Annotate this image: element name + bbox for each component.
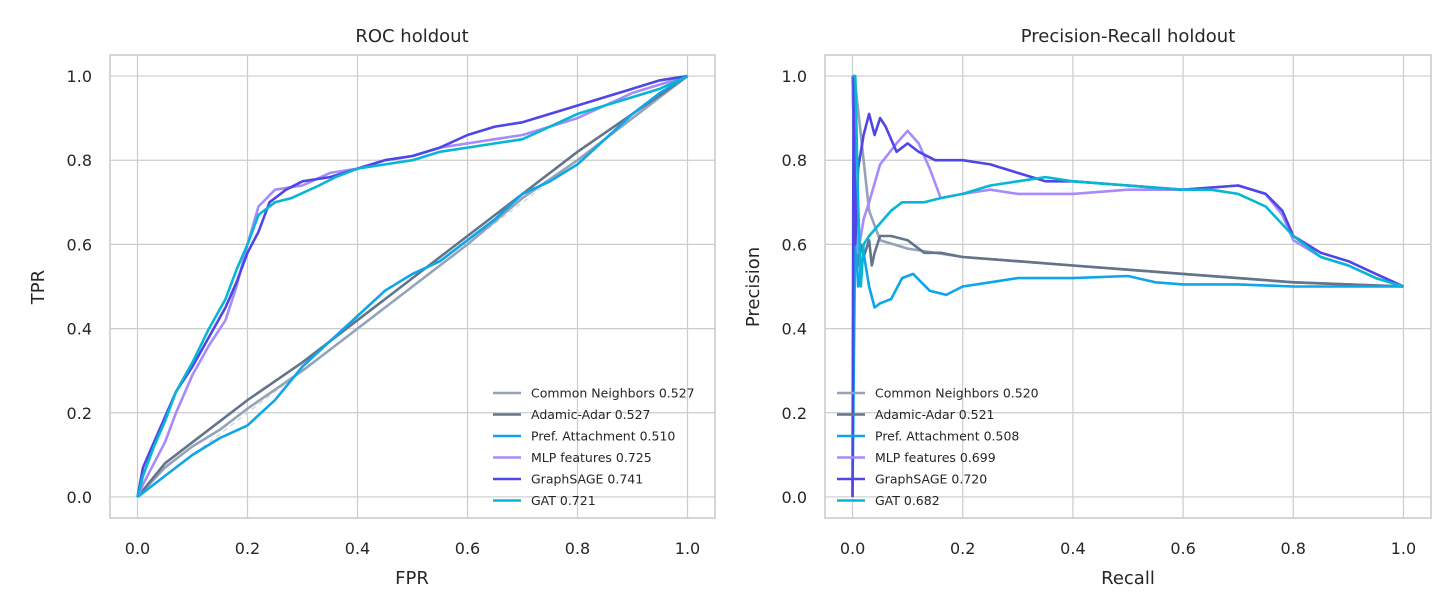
roc-legend: Common Neighbors 0.527 Adamic-Adar 0.527 P… <box>493 386 695 508</box>
roc-series-line-3 <box>136 74 688 498</box>
pr-legend-label-2: Pref. Attachment 0.508 <box>875 429 1019 444</box>
pr-legend: Common Neighbors 0.520 Adamic-Adar 0.521 P… <box>837 386 1039 508</box>
roc-chart-panel: 0.0 0.2 0.4 0.6 0.8 1.0 0.0 0.2 0.4 0.6 0.8 1.0 RO… <box>28 26 716 589</box>
roc-legend-label-3: MLP features 0.725 <box>531 450 652 465</box>
roc-x-tick-label: 1.0 <box>675 539 700 558</box>
roc-y-tick-label: 0.6 <box>67 235 92 254</box>
pr-y-tick-label: 0.6 <box>782 235 807 254</box>
roc-legend-label-2: Pref. Attachment 0.510 <box>531 429 675 444</box>
roc-series-line-1 <box>136 74 689 498</box>
roc-x-tick-label: 0.8 <box>565 539 590 558</box>
pr-y-tick-label: 1.0 <box>782 67 807 86</box>
pr-series-line-5 <box>852 74 1404 288</box>
roc-x-tick-label: 0.6 <box>455 539 480 558</box>
pr-series-line-2 <box>851 222 1404 498</box>
pr-x-tick-label: 1.0 <box>1391 539 1416 558</box>
roc-x-axis-label: FPR <box>395 568 429 589</box>
roc-y-tick-label: 0.4 <box>67 320 92 339</box>
pr-legend-label-3: MLP features 0.699 <box>875 450 996 465</box>
roc-y-tick-label: 0.2 <box>67 404 92 423</box>
pr-y-tick-labels: 0.0 0.2 0.4 0.6 0.8 1.0 <box>782 67 807 507</box>
roc-series-line-2 <box>136 74 689 499</box>
pr-y-tick-label: 0.2 <box>782 404 807 423</box>
roc-x-tick-label: 0.4 <box>345 539 370 558</box>
pr-legend-label-0: Common Neighbors 0.520 <box>875 386 1039 401</box>
pr-x-tick-label: 0.4 <box>1060 539 1085 558</box>
roc-legend-label-0: Common Neighbors 0.527 <box>531 386 695 401</box>
roc-y-axis-label: TPR <box>28 270 49 305</box>
pr-x-tick-labels: 0.0 0.2 0.4 0.6 0.8 1.0 <box>840 539 1416 558</box>
roc-x-tick-label: 0.0 <box>125 539 150 558</box>
roc-y-tick-label: 1.0 <box>67 67 92 86</box>
pr-x-tick-label: 0.2 <box>950 539 975 558</box>
pr-plot-area <box>824 54 1432 519</box>
pr-y-tick-label: 0.0 <box>782 488 807 507</box>
roc-series-line-0 <box>136 74 689 498</box>
pr-legend-label-4: GraphSAGE 0.720 <box>875 472 987 487</box>
roc-y-tick-label: 0.0 <box>67 488 92 507</box>
roc-legend-label-4: GraphSAGE 0.741 <box>531 472 643 487</box>
roc-plot-area <box>109 54 716 519</box>
roc-x-tick-labels: 0.0 0.2 0.4 0.6 0.8 1.0 <box>125 539 700 558</box>
roc-series-lines <box>136 74 689 499</box>
pr-legend-label-5: GAT 0.682 <box>875 493 940 508</box>
roc-legend-label-5: GAT 0.721 <box>531 493 596 508</box>
pr-x-tick-label: 0.8 <box>1281 539 1306 558</box>
pr-chart-title: Precision-Recall holdout <box>1021 26 1236 47</box>
roc-series-line-5 <box>136 74 689 498</box>
pr-y-tick-label: 0.8 <box>782 151 807 170</box>
roc-gridlines <box>110 55 715 518</box>
pr-legend-label-1: Adamic-Adar 0.521 <box>875 407 995 422</box>
roc-y-tick-labels: 0.0 0.2 0.4 0.6 0.8 1.0 <box>67 67 92 507</box>
pr-series-lines <box>851 74 1405 498</box>
pr-x-tick-label: 0.6 <box>1170 539 1195 558</box>
roc-x-tick-label: 0.2 <box>235 539 260 558</box>
roc-y-tick-label: 0.8 <box>67 151 92 170</box>
pr-x-axis-label: Recall <box>1101 568 1155 589</box>
pr-y-tick-label: 0.4 <box>782 320 807 339</box>
pr-x-tick-label: 0.0 <box>840 539 865 558</box>
pr-series-line-3 <box>851 75 1404 288</box>
pr-y-axis-label: Precision <box>743 247 764 327</box>
roc-legend-label-1: Adamic-Adar 0.527 <box>531 407 651 422</box>
pr-series-line-4 <box>851 74 1405 498</box>
pr-chart-panel: 0.0 0.2 0.4 0.6 0.8 1.0 0.0 0.2 0.4 0.6 0.8 1.0 Pr… <box>743 26 1432 589</box>
roc-chart-title: ROC holdout <box>355 26 468 47</box>
